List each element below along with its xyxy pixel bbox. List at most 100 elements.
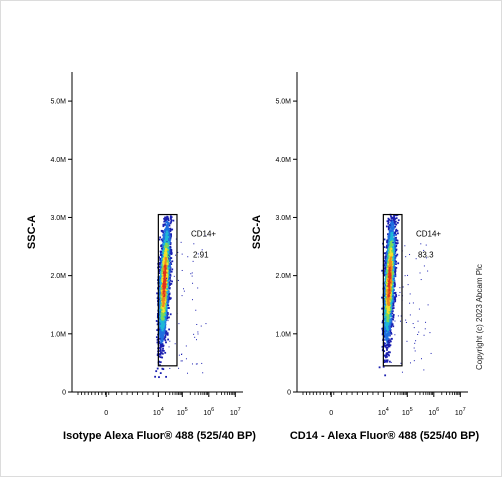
outlier-dot xyxy=(173,275,175,277)
outlier-dot xyxy=(196,339,198,341)
event-dot xyxy=(387,340,390,343)
event-dot xyxy=(159,341,162,344)
event-dot xyxy=(162,268,165,270)
event-dot xyxy=(161,352,164,355)
outlier-dot xyxy=(192,282,194,284)
event-dot xyxy=(166,253,169,256)
event-dot xyxy=(163,255,166,257)
event-dot xyxy=(393,258,396,260)
event-dot xyxy=(158,265,161,268)
x-tick-exponent: 7 xyxy=(238,407,241,413)
event-dot xyxy=(167,298,170,301)
outlier-dot xyxy=(185,358,187,360)
event-dot xyxy=(384,271,387,273)
event-dot xyxy=(159,322,162,324)
event-dot xyxy=(163,330,166,333)
event-dot xyxy=(167,338,170,341)
event-dot xyxy=(167,237,170,240)
event-dot xyxy=(167,262,170,265)
event-dot xyxy=(390,331,392,334)
outlier-dot xyxy=(178,354,180,356)
event-dot xyxy=(164,266,167,269)
event-dot xyxy=(387,222,390,225)
event-dot xyxy=(395,233,397,236)
event-dot xyxy=(392,325,395,328)
event-dot xyxy=(391,227,394,230)
event-dot xyxy=(164,336,166,339)
event-dot xyxy=(389,344,392,347)
event-dot xyxy=(170,216,173,219)
gate-value: 2.91 xyxy=(193,251,209,260)
event-dot xyxy=(159,349,162,351)
event-dot xyxy=(385,259,388,261)
event-dot xyxy=(168,281,171,284)
event-dot xyxy=(159,250,162,253)
event-dot xyxy=(167,304,170,307)
event-dot xyxy=(161,356,164,359)
event-dot xyxy=(387,296,390,298)
event-dot xyxy=(387,328,389,331)
event-dot xyxy=(391,255,393,258)
outlier-dot xyxy=(205,323,207,325)
event-dot xyxy=(395,242,398,245)
event-dot xyxy=(161,332,164,335)
event-dot xyxy=(168,287,171,290)
outlier-dot xyxy=(190,273,192,275)
event-dot xyxy=(160,245,162,248)
outlier-dot xyxy=(201,362,203,364)
event-dot xyxy=(383,312,386,314)
event-dot xyxy=(162,315,165,317)
event-dot xyxy=(391,312,394,315)
x-tick-base: 10 xyxy=(428,410,436,417)
event-dot xyxy=(163,223,166,226)
event-dot xyxy=(159,291,162,294)
event-dot xyxy=(171,260,174,263)
event-dot xyxy=(381,321,384,324)
event-dot xyxy=(164,312,167,314)
event-dot xyxy=(163,337,166,340)
event-dot xyxy=(169,261,172,264)
event-dot xyxy=(392,307,394,310)
event-dot xyxy=(166,285,169,287)
event-dot xyxy=(161,342,164,345)
event-dot xyxy=(164,325,167,328)
event-dot xyxy=(164,248,167,250)
event-dot xyxy=(158,347,161,349)
event-dot xyxy=(387,221,390,224)
event-dot xyxy=(163,237,166,239)
event-dot xyxy=(387,351,390,354)
event-dot xyxy=(388,329,390,332)
event-dot xyxy=(159,319,162,322)
event-dot xyxy=(388,345,391,348)
event-dot xyxy=(394,239,396,242)
event-dot xyxy=(383,298,386,301)
event-dot xyxy=(156,323,159,326)
event-dot xyxy=(161,270,164,273)
event-dot xyxy=(395,214,398,217)
event-dot xyxy=(386,318,389,321)
event-dot xyxy=(159,348,162,350)
event-dot xyxy=(383,307,386,310)
event-dot xyxy=(161,336,163,339)
event-dot xyxy=(166,263,169,265)
outlier-dot xyxy=(181,360,183,362)
event-dot xyxy=(386,359,389,362)
event-dot xyxy=(163,275,166,278)
event-dot xyxy=(159,364,161,367)
event-dot xyxy=(156,338,159,341)
event-dot xyxy=(169,215,172,218)
event-dot xyxy=(166,307,169,309)
event-dot xyxy=(166,241,169,244)
event-dot xyxy=(162,320,165,323)
event-dot xyxy=(169,236,172,239)
event-dot xyxy=(159,335,162,338)
event-dot xyxy=(162,225,165,228)
outlier-dot xyxy=(181,253,183,255)
x-tick-label: 105 xyxy=(402,407,413,417)
y-tick-label: 3.0M xyxy=(50,215,66,222)
event-dot xyxy=(162,235,165,238)
event-dot xyxy=(395,239,398,242)
event-dot xyxy=(171,228,174,231)
event-dot xyxy=(170,270,173,273)
event-dot xyxy=(395,260,398,263)
